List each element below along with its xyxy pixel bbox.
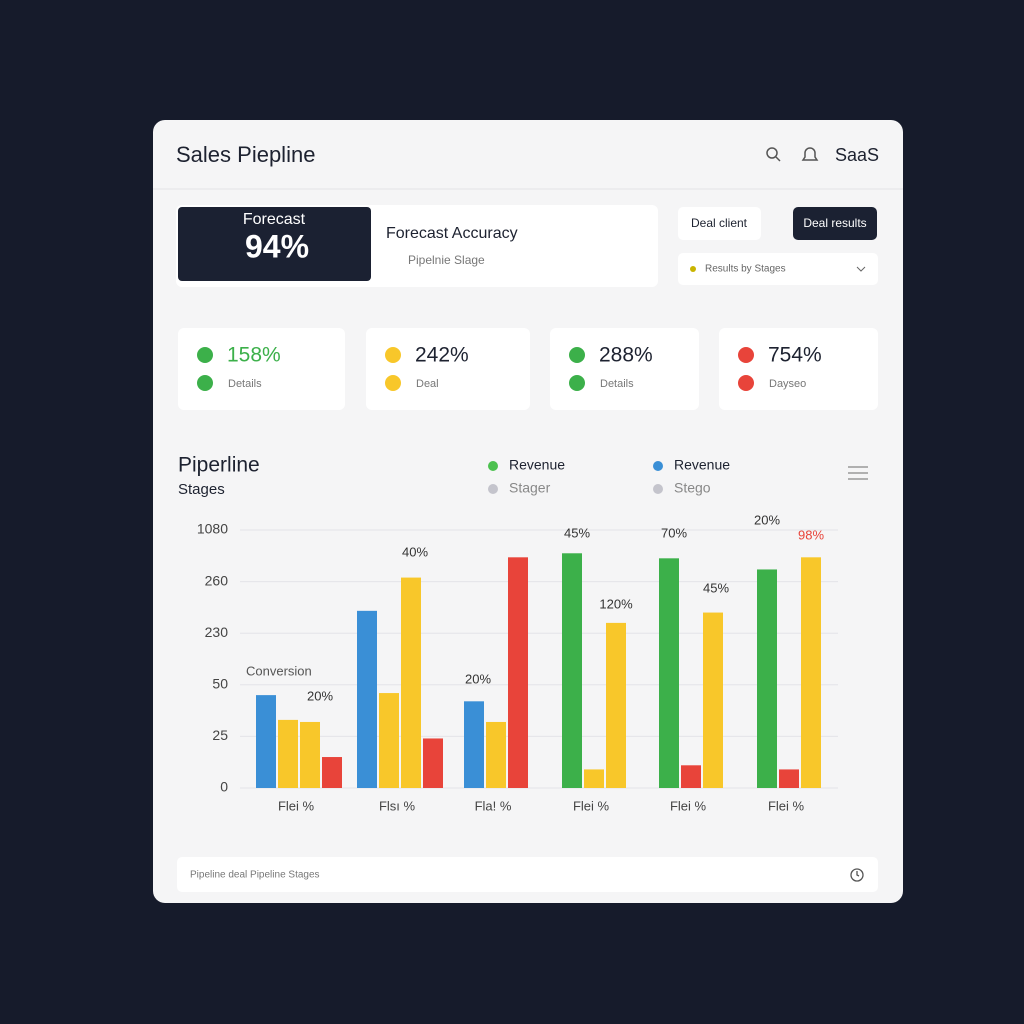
kpi-dot [569, 375, 585, 391]
page-title: Sales Piepline [176, 142, 315, 167]
button[interactable] [793, 207, 877, 240]
bell-icon[interactable] [801, 147, 819, 161]
legend-dot [653, 484, 663, 494]
legend-dot [653, 461, 663, 471]
y-tick-label: 0 [220, 779, 228, 795]
legend-label: Stego [674, 480, 711, 496]
bar [508, 557, 528, 788]
bar [278, 719, 298, 788]
button-label[interactable]: Deal results [803, 216, 866, 230]
kpi-label: Deal [416, 378, 439, 390]
annotation: 98% [798, 527, 824, 542]
annotation: 20% [465, 671, 491, 686]
bar [401, 577, 421, 788]
bar [681, 765, 701, 788]
x-tick-label: Flsı % [379, 798, 416, 813]
y-tick-label: 260 [205, 572, 229, 588]
kpi-dot [569, 347, 585, 363]
x-tick-label: Flei % [573, 798, 610, 813]
bar [703, 612, 723, 788]
bar [486, 721, 506, 788]
brand: SaaS [835, 145, 879, 165]
chart-title: Piperline [178, 454, 260, 477]
bar [379, 693, 399, 788]
bar [659, 558, 679, 788]
bar [779, 769, 799, 788]
footer-placeholder[interactable]: Pipeline deal Pipeline Stages [190, 870, 320, 881]
button-label[interactable]: Deal client [691, 216, 748, 230]
forecast-value: 94% [245, 228, 309, 264]
kpi-value: 754% [768, 344, 822, 367]
annotation: 45% [564, 525, 590, 540]
forecast-label: Forecast [243, 211, 306, 228]
kpi-card [366, 328, 530, 410]
chart-subtitle: Stages [178, 481, 225, 498]
kpi-dot [197, 347, 213, 363]
kpi-dot [385, 347, 401, 363]
kpi-card [550, 328, 699, 410]
menu-icon[interactable] [848, 466, 868, 480]
kpi-row: 158% Details 242% Deal 288% Details 754% Dayseo [178, 328, 878, 410]
x-tick-label: Flei % [768, 798, 805, 813]
kpi-label: Dayseo [769, 378, 806, 390]
kpi-dot [738, 375, 754, 391]
annotation: 40% [402, 544, 428, 559]
forecast-subtitle: Pipelnie Slage [408, 253, 485, 267]
bar [423, 738, 443, 788]
annotation: 120% [599, 596, 633, 611]
kpi-card [178, 328, 345, 410]
kpi-label: Details [600, 378, 634, 390]
bar [757, 569, 777, 788]
kpi-dot [197, 375, 213, 391]
footer-input[interactable] [177, 857, 878, 892]
kpi-value: 288% [599, 344, 653, 367]
button[interactable] [678, 207, 761, 240]
forecast-badge [178, 207, 371, 281]
bar [256, 695, 276, 788]
bar [801, 557, 821, 788]
legend-dot [488, 461, 498, 471]
kpi-card [719, 328, 878, 410]
bar [322, 757, 342, 788]
x-tick-label: Flei % [670, 798, 707, 813]
annotation: 20% [307, 688, 333, 703]
x-tick-label: Fla! % [475, 798, 512, 813]
chevron-icon [856, 266, 866, 272]
bar [562, 553, 582, 788]
bar [300, 721, 320, 788]
kpi-dot [385, 375, 401, 391]
kpi-value: 158% [227, 344, 281, 367]
bar [584, 769, 604, 788]
bar [357, 610, 377, 788]
dropdown-dot [690, 266, 696, 272]
y-tick-label: 50 [212, 676, 228, 692]
x-tick-label: Flei % [278, 798, 315, 813]
y-tick-label: 230 [205, 624, 229, 640]
bar [606, 622, 626, 788]
kpi-value: 242% [415, 344, 469, 367]
kpi-dot [738, 347, 754, 363]
y-tick-label: 25 [212, 727, 228, 743]
legend-label: Revenue [674, 457, 730, 473]
search-icon[interactable] [766, 147, 781, 162]
annotation: 45% [703, 580, 729, 595]
dropdown[interactable] [678, 253, 878, 285]
forecast-title: Forecast Accuracy [386, 225, 518, 242]
dropdown-label[interactable]: Results by Stages [705, 264, 786, 275]
annotation: 20% [754, 512, 780, 527]
legend-label: Revenue [509, 457, 565, 473]
chart: Revenue Revenue Stager Stego 0 25 50 230 260 1080… [197, 457, 838, 813]
legend-label: Stager [509, 480, 551, 496]
annotation: Conversion [246, 663, 312, 678]
clock-icon [850, 868, 864, 882]
annotation: 70% [661, 525, 687, 540]
kpi-label: Details [228, 378, 262, 390]
legend-dot [488, 484, 498, 494]
y-tick-label: 1080 [197, 521, 228, 537]
bar [464, 701, 484, 788]
